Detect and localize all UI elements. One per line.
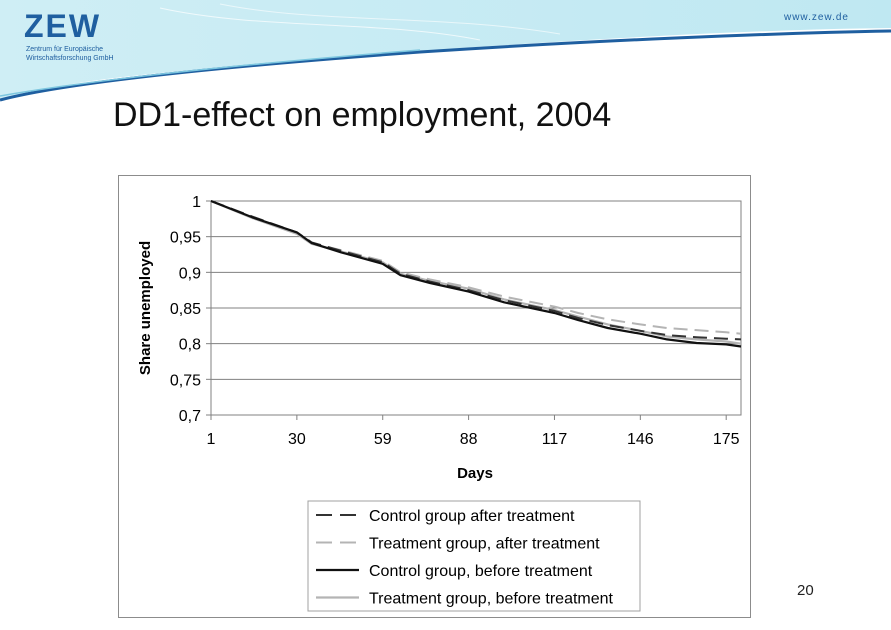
chart-frame: 1 0,95 0,9 0,85 0,8 0,75 0,7 1 30 59 88 117 146 175 … [118, 175, 751, 618]
y-tick-label: 0,85 [170, 301, 201, 318]
x-tick-label: 175 [713, 431, 740, 448]
x-tick-label: 88 [460, 431, 478, 448]
y-tick-label: 0,95 [170, 230, 201, 247]
y-tick-label: 0,9 [179, 265, 201, 282]
x-tick-label: 59 [374, 431, 392, 448]
y-tick-label: 1 [192, 194, 201, 211]
slide-title: DD1-effect on employment, 2004 [113, 96, 612, 134]
x-tick-label: 117 [542, 431, 568, 448]
y-axis-label: Share unemployed [137, 241, 154, 375]
series-line-control-group-after-treatment [210, 200, 742, 341]
legend-label: Treatment group, after treatment [369, 536, 600, 553]
website-url: www.zew.de [783, 12, 849, 23]
x-tick-label: 146 [627, 431, 654, 448]
legend-label: Treatment group, before treatment [369, 591, 614, 608]
header-banner [0, 0, 891, 102]
x-tick-label: 1 [207, 431, 216, 448]
x-tick-label: 30 [288, 431, 306, 448]
legend-label: Control group after treatment [369, 508, 575, 525]
page-number: 20 [797, 582, 814, 599]
x-axis-label: Days [457, 465, 493, 482]
logo-subtitle-line1: Zentrum für Europäische [26, 46, 104, 53]
y-tick-label: 0,7 [179, 408, 201, 425]
zew-logo: ZEW [24, 8, 102, 44]
y-tick-label: 0,8 [179, 337, 201, 354]
legend-label: Control group, before treatment [369, 563, 593, 580]
logo-subtitle-line2: Wirtschaftsforschung GmbH [26, 55, 114, 62]
series-line-treatment-group-after-treatment [210, 200, 742, 335]
unemployment-chart: 10,950,90,850,80,750,7 1 30 59 88 117 146 175 … [137, 194, 742, 612]
legend-box [307, 500, 641, 612]
series-line-control-group-before-treatment [210, 199, 742, 348]
y-tick-label: 0,75 [170, 372, 201, 389]
